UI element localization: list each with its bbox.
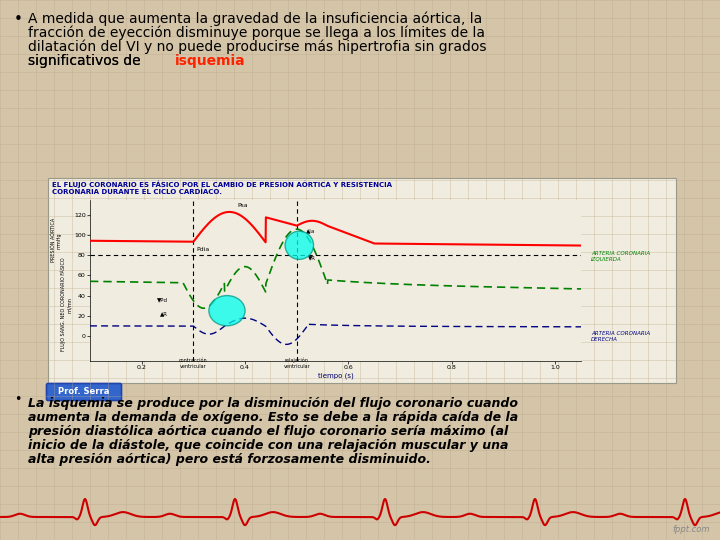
Text: inicio de la diástole, que coincide con una relajación muscular y una: inicio de la diástole, que coincide con … — [28, 439, 508, 452]
Text: ▼R: ▼R — [308, 255, 316, 260]
Text: ARTERIA CORONARIA
IZQUIERDA: ARTERIA CORONARIA IZQUIERDA — [591, 251, 650, 262]
Text: alta presión aórtica) pero está forzosamente disminuido.: alta presión aórtica) pero está forzosam… — [28, 453, 431, 466]
Text: ▲R: ▲R — [160, 311, 168, 316]
Text: FLUJO SANG. NEO CORONARIO FÁSICO
ml/mn: FLUJO SANG. NEO CORONARIO FÁSICO ml/mn — [60, 258, 72, 352]
Text: Pdia: Pdia — [196, 247, 210, 252]
Text: EL FLUJO CORONARIO ES FÁSICO POR EL CAMBIO DE PRESION AÓRTICA Y RESISTENCIA: EL FLUJO CORONARIO ES FÁSICO POR EL CAMB… — [52, 181, 392, 188]
Text: CORONARIA DURANTE EL CICLO CARDÍACO.: CORONARIA DURANTE EL CICLO CARDÍACO. — [52, 189, 222, 195]
Text: relajación
ventricular: relajación ventricular — [284, 358, 310, 369]
Text: significativos de: significativos de — [28, 54, 145, 68]
Text: fracción de eyección disminuye porque se llega a los límites de la: fracción de eyección disminuye porque se… — [28, 26, 485, 40]
Text: La isquemia se produce por la disminución del flujo coronario cuando: La isquemia se produce por la disminució… — [28, 397, 518, 410]
Ellipse shape — [285, 231, 313, 259]
Text: presión diastólica aórtica cuando el flujo coronario sería máximo (al: presión diastólica aórtica cuando el flu… — [28, 425, 508, 438]
Text: aumenta la demanda de oxígeno. Esto se debe a la rápida caída de la: aumenta la demanda de oxígeno. Esto se d… — [28, 411, 518, 424]
Text: PRESIÓN AÓRTICA
mmHg: PRESIÓN AÓRTICA mmHg — [50, 218, 61, 262]
Text: ▼Pd: ▼Pd — [157, 297, 168, 302]
Bar — [48, 178, 676, 383]
Text: ARTERIA CORONARIA
DERECHA: ARTERIA CORONARIA DERECHA — [591, 332, 650, 342]
Text: Psa: Psa — [237, 203, 248, 208]
Text: ▲Ia: ▲Ia — [306, 229, 315, 234]
Text: A medida que aumenta la gravedad de la insuficiencia aórtica, la: A medida que aumenta la gravedad de la i… — [28, 12, 482, 26]
Text: fppt.com: fppt.com — [672, 525, 710, 534]
Text: dilatación del VI y no puede producirse más hipertrofia sin grados: dilatación del VI y no puede producirse … — [28, 40, 487, 55]
Text: contracción
ventricular: contracción ventricular — [179, 358, 207, 369]
Text: isquemia: isquemia — [175, 54, 246, 68]
Text: •: • — [14, 393, 22, 406]
Text: •: • — [14, 12, 23, 27]
FancyBboxPatch shape — [47, 383, 122, 401]
Text: Prof. Serra: Prof. Serra — [58, 388, 109, 396]
Ellipse shape — [209, 295, 245, 326]
Text: significativos de: significativos de — [28, 54, 145, 68]
X-axis label: tiempo (s): tiempo (s) — [318, 373, 354, 380]
